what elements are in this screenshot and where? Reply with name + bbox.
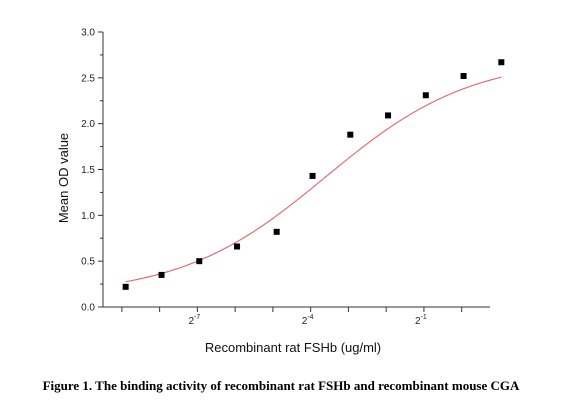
data-points [122,59,505,290]
y-tick-label: 0.5 [81,257,95,268]
data-point [196,258,203,265]
data-point [347,131,354,138]
y-tick-label: 1.0 [81,211,95,222]
data-point [309,172,316,179]
data-point [158,271,165,278]
data-point [273,228,280,235]
fit-curve [125,76,502,283]
y-tick-label: 2.0 [81,119,95,130]
y-axis-title: Mean OD value [56,133,71,223]
figure-caption: Figure 1. The binding activity of recomb… [42,378,520,393]
y-tick-label: 2.5 [81,73,95,84]
x-axis: 2-7 2-4 2-1 [103,306,490,327]
data-point [122,283,129,290]
x-tick-label: 2-1 [415,314,427,327]
binding-activity-chart: 0.0 0.5 1.0 1.5 2.0 2.5 3.0 2-7 2-4 2-1 Mean OD … [56,28,505,355]
x-tick-label: 2-4 [302,314,314,327]
y-axis: 0.0 0.5 1.0 1.5 2.0 2.5 3.0 [81,28,104,314]
data-point [234,243,241,250]
y-tick-label: 0.0 [81,303,95,314]
data-point [385,112,392,119]
data-point [460,73,467,79]
data-point [498,59,505,66]
data-point [422,92,429,99]
y-tick-label: 3.0 [81,28,95,39]
x-tick-label: 2-7 [188,314,200,327]
x-axis-title: Recombinant rat FSHb (ug/ml) [205,340,381,355]
y-tick-label: 1.5 [81,165,95,176]
